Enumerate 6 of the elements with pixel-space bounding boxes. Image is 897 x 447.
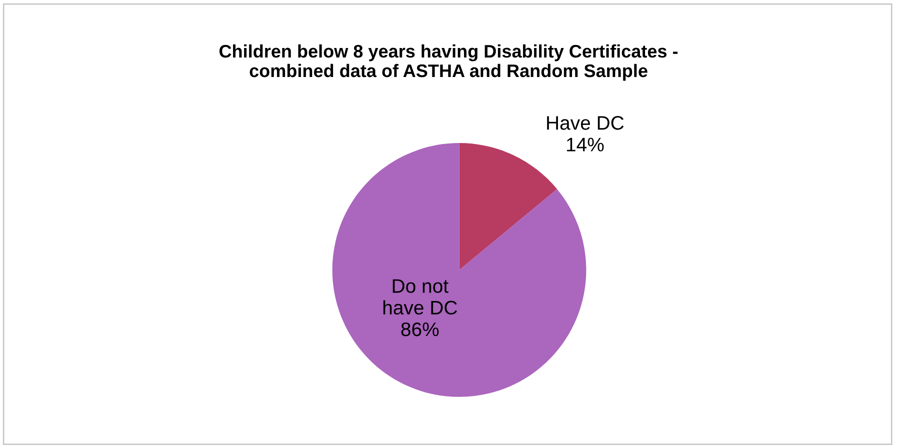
- slice-label: Do not have DC: [383, 279, 457, 315]
- pie-slice: [459, 143, 558, 270]
- data-label: 14%: [566, 138, 604, 152]
- data-label: 86%: [401, 322, 439, 336]
- chart-title: Children below 8 years having Disability Certificates - combined data of ASTHA and Random Sample: [219, 44, 678, 81]
- slice-label: Have DC: [547, 116, 624, 130]
